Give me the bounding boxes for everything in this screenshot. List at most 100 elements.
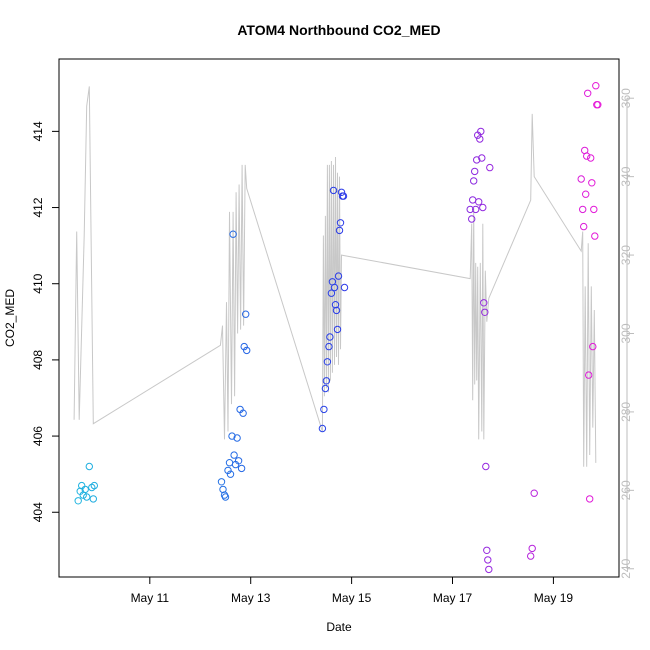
co2-point-series [74, 82, 602, 574]
data-point [228, 432, 236, 440]
data-point [483, 546, 491, 554]
data-point [577, 175, 585, 183]
data-point [334, 272, 343, 280]
y2-tick-label: 260 [619, 480, 633, 500]
data-point [580, 222, 588, 231]
data-point [234, 457, 243, 465]
y2-tick-label: 320 [619, 245, 633, 265]
data-point [240, 342, 248, 351]
data-point [318, 424, 327, 433]
data-point [582, 190, 590, 198]
data-point [469, 196, 477, 204]
data-point [478, 154, 486, 162]
data-point [530, 489, 538, 497]
x-axis: May 11 May 13 May 15 May 17 May 19 [131, 577, 574, 605]
data-point [333, 325, 342, 334]
data-point [486, 163, 494, 172]
data-point [237, 464, 246, 473]
data-point [325, 342, 333, 351]
x-axis-label: Date [326, 620, 352, 634]
data-point [242, 310, 250, 318]
data-point [476, 135, 484, 143]
x-tick-label: May 19 [534, 591, 574, 605]
y-axis: 404 406 408 410 412 414 [31, 121, 59, 522]
data-point [473, 156, 481, 164]
data-point [337, 188, 346, 197]
y-tick-label: 408 [31, 350, 45, 370]
data-point [466, 205, 474, 214]
data-point [579, 205, 587, 214]
data-point [327, 289, 336, 297]
data-point [528, 544, 536, 553]
y-tick-label: 406 [31, 426, 45, 446]
data-point [336, 219, 345, 227]
data-point [230, 451, 238, 459]
y2-tick-label: 240 [619, 558, 633, 578]
y-tick-label: 414 [31, 121, 45, 141]
data-point [339, 192, 348, 200]
data-point [484, 556, 492, 564]
y2-tick-label: 300 [619, 323, 633, 343]
data-point [81, 485, 89, 494]
data-point [326, 333, 334, 341]
data-point [217, 478, 226, 486]
data-point [229, 230, 237, 238]
data-point [584, 89, 592, 98]
data-point [330, 283, 339, 292]
data-point [585, 371, 593, 379]
data-point [588, 179, 596, 187]
data-point [332, 306, 341, 315]
data-point [239, 409, 247, 417]
data-point [320, 405, 328, 414]
x-tick-label: May 13 [231, 591, 271, 605]
data-point [592, 82, 600, 90]
data-point [485, 565, 493, 574]
y2-tick-label: 360 [619, 88, 633, 108]
data-point [477, 127, 485, 136]
data-point [331, 301, 340, 309]
data-point [233, 434, 241, 442]
data-point [587, 154, 595, 162]
y-tick-label: 412 [31, 197, 45, 217]
data-point [224, 466, 232, 475]
y-tick-label: 404 [31, 502, 45, 522]
data-point [480, 299, 488, 307]
data-point [225, 459, 234, 467]
x-tick-label: May 17 [433, 591, 473, 605]
y-tick-label: 410 [31, 273, 45, 293]
data-point [527, 552, 535, 560]
y2-tick-label: 340 [619, 166, 633, 186]
data-point [74, 497, 82, 505]
data-point [322, 377, 331, 385]
chart-title: ATOM4 Northbound CO2_MED [237, 22, 440, 38]
line-series [73, 86, 597, 467]
data-point [90, 481, 99, 490]
data-point [591, 232, 599, 240]
data-point [479, 203, 487, 212]
data-point [340, 283, 349, 292]
data-point [586, 495, 594, 503]
data-point [89, 495, 98, 503]
data-point [590, 205, 598, 214]
data-point [583, 152, 591, 160]
data-point [481, 308, 489, 316]
data-point [329, 186, 338, 195]
y2-axis-right: 240 260 280 300 320 340 360 [619, 88, 634, 579]
y-axis-label: CO2_MED [3, 289, 17, 347]
data-point [83, 493, 91, 501]
data-point [78, 481, 86, 490]
data-point [321, 384, 330, 393]
data-point [85, 462, 94, 471]
data-point [243, 346, 251, 355]
data-point [226, 470, 235, 478]
data-point [471, 167, 479, 176]
y2-tick-label: 280 [619, 402, 633, 422]
data-point [482, 462, 490, 471]
data-point [468, 215, 476, 223]
x-tick-label: May 15 [332, 591, 372, 605]
data-point [472, 205, 480, 214]
plot-frame [58, 58, 620, 578]
data-point [475, 198, 483, 206]
data-point [594, 101, 602, 109]
data-point [470, 177, 478, 185]
